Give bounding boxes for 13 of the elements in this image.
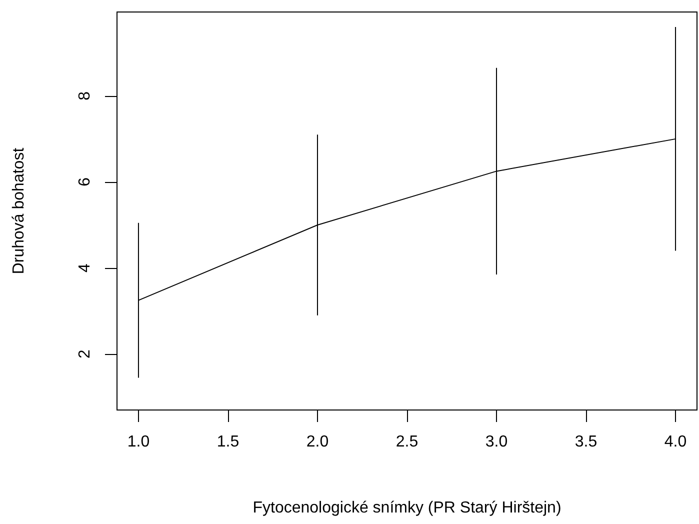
y-tick-label: 8 (76, 91, 94, 100)
x-tick-label: 2.5 (396, 434, 418, 450)
x-tick-label: 4.0 (664, 434, 687, 450)
x-tick-label: 3.5 (574, 434, 598, 450)
x-tick-label: 3.0 (485, 434, 508, 450)
x-tick-label: 1.0 (127, 434, 150, 450)
x-tick-label: 2.0 (306, 434, 329, 450)
x-axis-title: Fytocenologické snímky (PR Starý Hirštejn) (252, 500, 562, 516)
y-tick-label: 2 (76, 350, 94, 359)
y-axis-title: Druhová bohatost (10, 147, 28, 274)
y-tick-label: 6 (76, 177, 94, 186)
y-tick-label: 4 (76, 263, 94, 272)
x-tick-label: 1.5 (216, 434, 240, 450)
